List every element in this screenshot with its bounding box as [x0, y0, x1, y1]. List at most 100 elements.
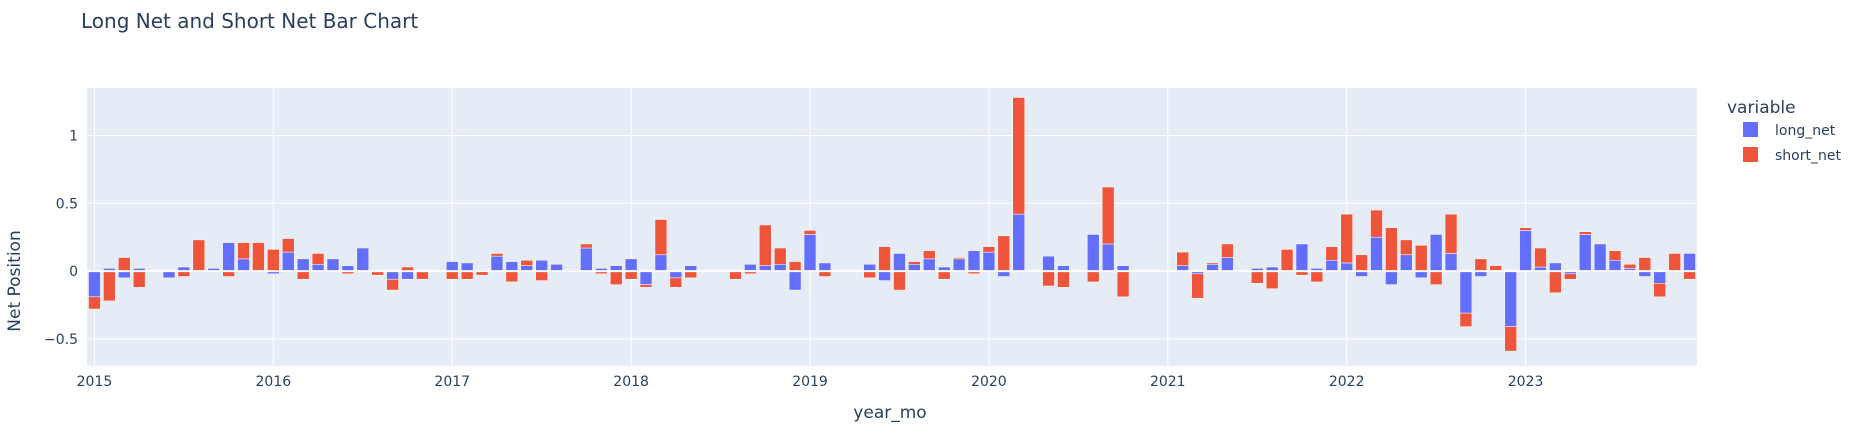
- bar-long-net[interactable]: [1370, 236, 1383, 272]
- bar-long-net[interactable]: [1385, 270, 1398, 285]
- bar-short-net[interactable]: [759, 224, 772, 266]
- bar-short-net[interactable]: [1221, 243, 1234, 258]
- bar-short-net[interactable]: [729, 270, 742, 280]
- bar-long-net[interactable]: [580, 247, 593, 272]
- bar-long-net[interactable]: [88, 270, 101, 298]
- bar-short-net[interactable]: [1012, 97, 1025, 215]
- bar-long-net[interactable]: [1653, 270, 1666, 284]
- bar-short-net[interactable]: [1504, 326, 1517, 352]
- bar-long-net[interactable]: [624, 258, 638, 272]
- bar-short-net[interactable]: [1176, 251, 1189, 266]
- bar-long-net[interactable]: [773, 264, 787, 272]
- bar-short-net[interactable]: [1578, 231, 1592, 235]
- bar-short-net[interactable]: [460, 270, 474, 280]
- bar-long-net[interactable]: [893, 253, 906, 272]
- bar-long-net[interactable]: [356, 247, 369, 272]
- bar-short-net[interactable]: [1042, 270, 1055, 287]
- bar-short-net[interactable]: [237, 242, 250, 260]
- bar-long-net[interactable]: [818, 262, 832, 272]
- bar-long-net[interactable]: [1325, 259, 1338, 272]
- bar-short-net[interactable]: [610, 270, 623, 285]
- bar-short-net[interactable]: [1638, 257, 1652, 272]
- bar-short-net[interactable]: [1608, 250, 1622, 261]
- bar-short-net[interactable]: [416, 270, 429, 280]
- bar-long-net[interactable]: [669, 270, 683, 279]
- bar-short-net[interactable]: [1206, 262, 1219, 265]
- bar-short-net[interactable]: [1534, 247, 1547, 268]
- bar-short-net[interactable]: [118, 257, 131, 272]
- bar-long-net[interactable]: [460, 262, 474, 272]
- bar-short-net[interactable]: [1400, 239, 1413, 256]
- bar-long-net[interactable]: [550, 264, 563, 272]
- bar-short-net[interactable]: [282, 238, 295, 253]
- bar-long-net[interactable]: [1549, 262, 1562, 272]
- bar-long-net[interactable]: [1400, 254, 1413, 272]
- bar-short-net[interactable]: [1280, 249, 1294, 272]
- bar-short-net[interactable]: [1429, 270, 1443, 285]
- bar-long-net[interactable]: [1295, 243, 1309, 272]
- bar-long-net[interactable]: [908, 264, 921, 272]
- bar-short-net[interactable]: [639, 284, 653, 288]
- bar-short-net[interactable]: [490, 253, 504, 257]
- bar-short-net[interactable]: [893, 270, 906, 291]
- bar-short-net[interactable]: [1340, 213, 1353, 264]
- bar-short-net[interactable]: [669, 277, 683, 288]
- bar-long-net[interactable]: [1429, 234, 1443, 272]
- bar-short-net[interactable]: [1116, 270, 1130, 298]
- bar-long-net[interactable]: [1683, 253, 1696, 272]
- bar-long-net[interactable]: [296, 258, 310, 272]
- bar-long-net[interactable]: [982, 251, 996, 272]
- bar-short-net[interactable]: [1683, 270, 1696, 280]
- bar-short-net[interactable]: [1265, 270, 1279, 289]
- bar-long-net[interactable]: [1221, 257, 1234, 272]
- bar-short-net[interactable]: [803, 230, 817, 235]
- bar-short-net[interactable]: [1191, 273, 1204, 299]
- bar-short-net[interactable]: [1415, 245, 1428, 272]
- bar-short-net[interactable]: [1668, 253, 1681, 272]
- bar-short-net[interactable]: [88, 296, 101, 310]
- bar-short-net[interactable]: [908, 261, 921, 265]
- bar-short-net[interactable]: [1459, 312, 1473, 327]
- bar-long-net[interactable]: [967, 250, 981, 272]
- bar-short-net[interactable]: [1087, 270, 1100, 283]
- bar-short-net[interactable]: [654, 219, 668, 256]
- bar-short-net[interactable]: [446, 270, 459, 280]
- bar-long-net[interactable]: [639, 270, 653, 285]
- bar-long-net[interactable]: [1459, 270, 1473, 314]
- bar-short-net[interactable]: [1251, 270, 1264, 284]
- bar-short-net[interactable]: [311, 253, 325, 265]
- bar-long-net[interactable]: [237, 258, 250, 272]
- bar-long-net[interactable]: [1415, 270, 1428, 279]
- bar-short-net[interactable]: [1653, 283, 1666, 298]
- bar-short-net[interactable]: [937, 270, 951, 280]
- bar-long-net[interactable]: [1578, 234, 1592, 272]
- bar-long-net[interactable]: [654, 254, 668, 272]
- bar-long-net[interactable]: [490, 255, 504, 272]
- bar-long-net[interactable]: [1340, 262, 1353, 272]
- bar-short-net[interactable]: [535, 270, 548, 281]
- bar-short-net[interactable]: [520, 259, 533, 266]
- bar-short-net[interactable]: [997, 235, 1011, 272]
- bar-short-net[interactable]: [192, 239, 206, 272]
- bar-short-net[interactable]: [296, 270, 310, 280]
- bar-short-net[interactable]: [1325, 246, 1338, 261]
- bar-short-net[interactable]: [1474, 258, 1488, 272]
- bar-long-net[interactable]: [535, 259, 548, 272]
- bar-short-net[interactable]: [878, 246, 891, 272]
- bar-long-net[interactable]: [863, 264, 876, 272]
- bar-short-net[interactable]: [923, 250, 936, 260]
- bar-short-net[interactable]: [684, 270, 697, 279]
- bar-long-net[interactable]: [1519, 230, 1532, 272]
- bar-short-net[interactable]: [1057, 270, 1070, 288]
- bar-long-net[interactable]: [1608, 259, 1622, 272]
- bar-long-net[interactable]: [923, 258, 936, 272]
- bar-long-net[interactable]: [282, 251, 295, 272]
- bar-long-net[interactable]: [401, 270, 414, 280]
- bar-short-net[interactable]: [1370, 209, 1383, 238]
- bar-short-net[interactable]: [132, 270, 146, 288]
- bar-short-net[interactable]: [1310, 270, 1324, 283]
- bar-short-net[interactable]: [982, 246, 996, 253]
- bar-long-net[interactable]: [1444, 253, 1458, 272]
- bar-long-net[interactable]: [744, 264, 757, 272]
- bar-short-net[interactable]: [505, 270, 519, 283]
